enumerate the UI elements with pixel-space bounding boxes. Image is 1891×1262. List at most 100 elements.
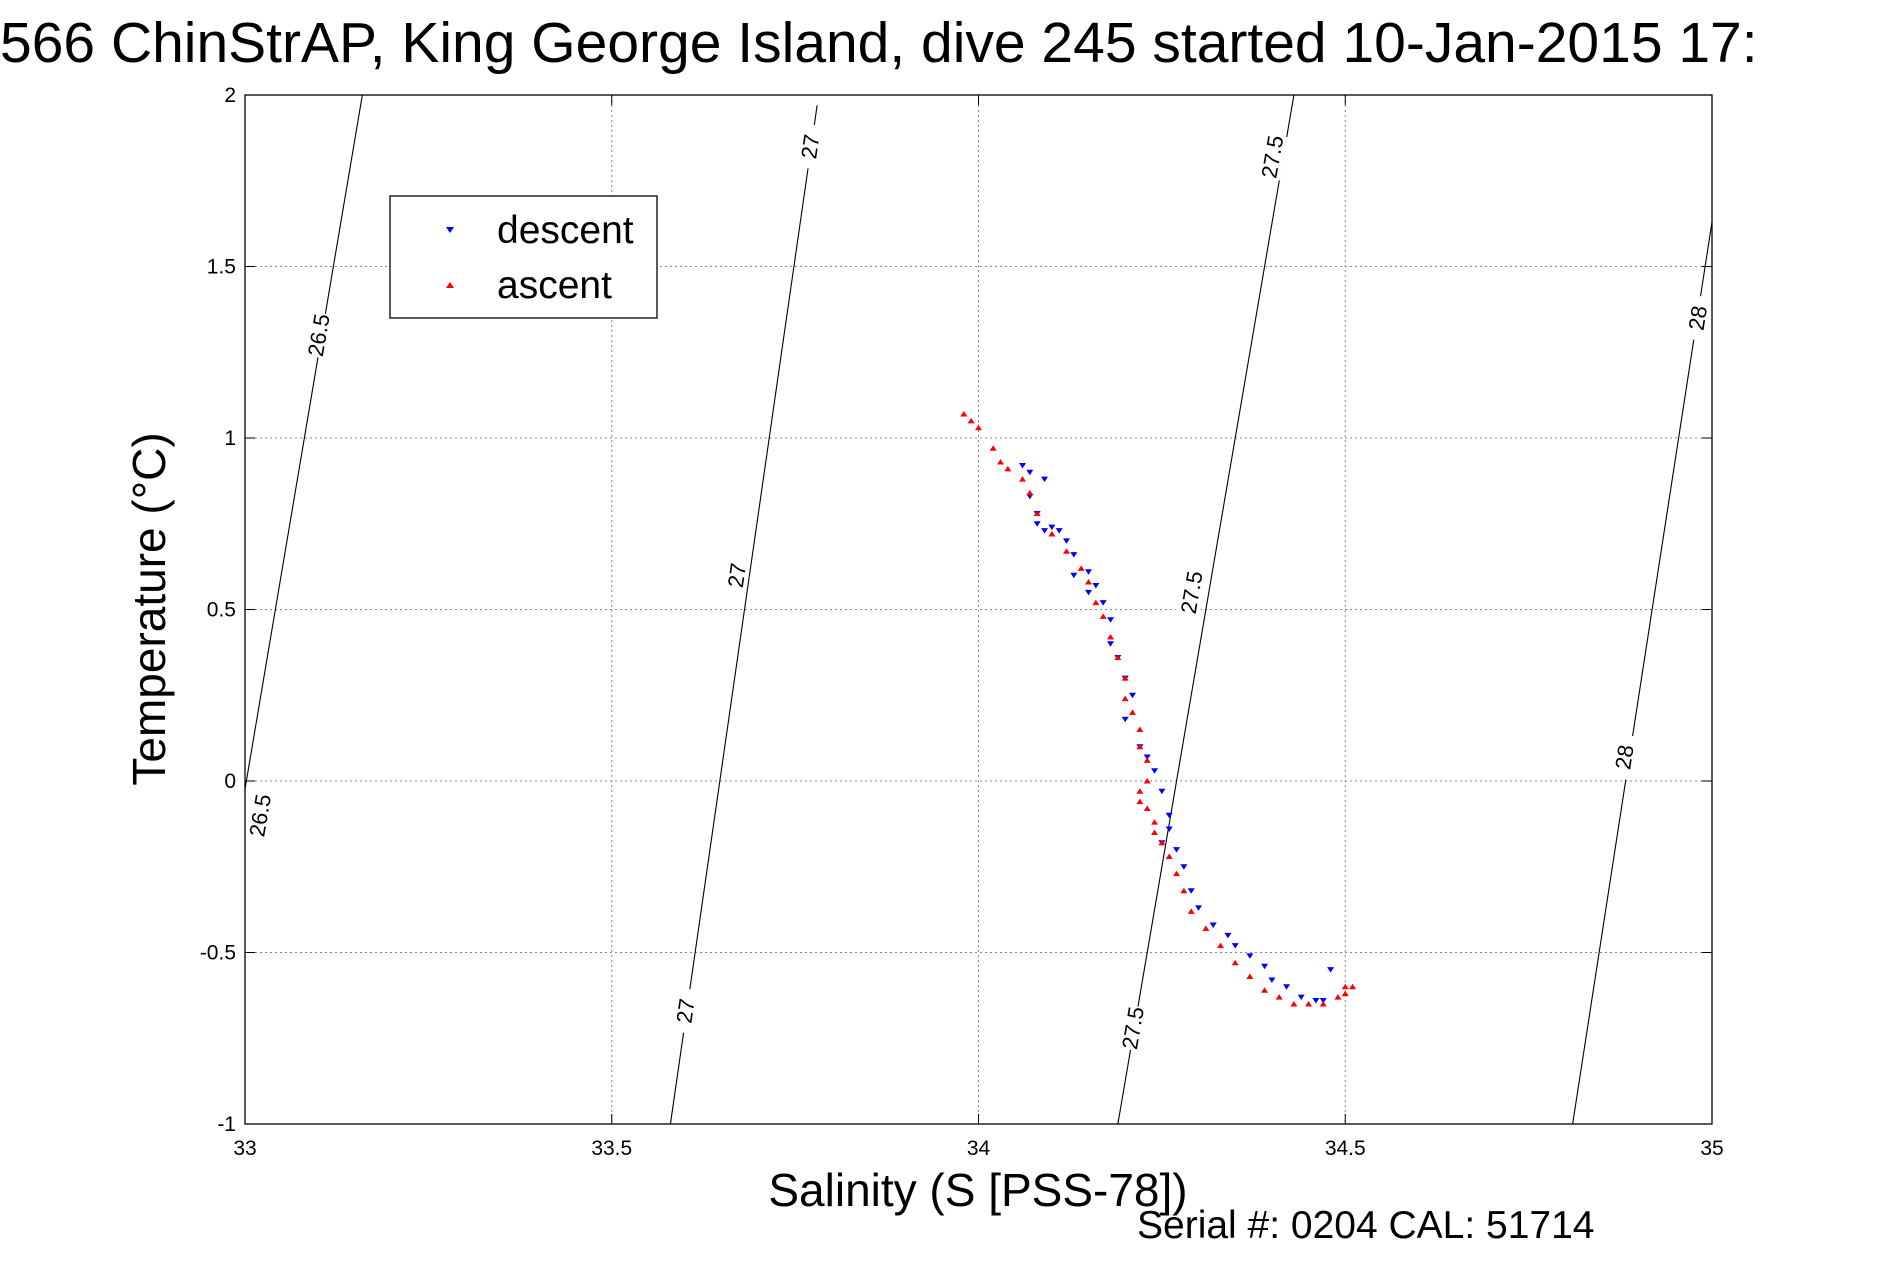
ascent-point [1033, 510, 1041, 516]
data-series [960, 410, 1357, 1007]
contour-label-gap [1608, 733, 1640, 781]
descent-point [1085, 589, 1093, 596]
x-axis-label: Salinity (S [PSS-78]) [768, 1164, 1187, 1216]
ascent-point [989, 445, 997, 451]
descent-point [1085, 569, 1093, 575]
x-tick-label: 34.5 [1325, 1137, 1366, 1160]
ascent-point [1231, 959, 1239, 966]
ascent-point [997, 459, 1005, 465]
descent-point [1187, 888, 1195, 894]
density-contour-label: 28 [1610, 743, 1638, 771]
ascent-point [975, 424, 982, 431]
legend: descent ascent [389, 195, 658, 319]
ascent-point [1158, 839, 1166, 846]
y-tick-label: 0.5 [207, 599, 236, 622]
descent-point [1107, 641, 1115, 647]
descent-point [1143, 754, 1151, 760]
density-contour-label: 28 [1684, 304, 1712, 332]
contour-label-gap [1256, 133, 1288, 181]
descent-point [1063, 538, 1071, 544]
descent-point [1224, 932, 1232, 939]
descent-point [1195, 905, 1203, 911]
ascent-point [1121, 695, 1129, 702]
ascent-point [1004, 465, 1012, 472]
ascent-point [1063, 548, 1071, 554]
descent-point [1319, 998, 1327, 1004]
ascent-point [1107, 633, 1115, 640]
descent-point [1327, 967, 1335, 973]
x-tick-label: 34 [967, 1137, 991, 1160]
legend-descent-marker [446, 227, 454, 233]
ascent-point [1187, 908, 1195, 914]
y-tick-label: -0.5 [200, 942, 236, 965]
legend-ascent-marker [446, 282, 454, 288]
ascent-point [1341, 990, 1349, 997]
descent-point [1246, 953, 1254, 959]
axis-ticks: 33 33.5 34 34.5 35 -1 -0.5 0 0.5 1 1.5 2 [200, 84, 1724, 1160]
ascent-point [1290, 1000, 1298, 1007]
descent-point [1041, 476, 1049, 483]
ascent-point [1341, 983, 1349, 990]
ascent-point [1099, 613, 1107, 619]
descent-point [1055, 528, 1063, 534]
ascent-point [1173, 870, 1181, 877]
descent-point [1173, 847, 1181, 853]
ascent-point [1136, 798, 1144, 805]
descent-point [1070, 552, 1078, 558]
ascent-point [1261, 987, 1269, 993]
density-contour-label: 27 [671, 997, 699, 1025]
serial-cal-footer: Serial #: 0204 CAL: 51714 [1137, 1204, 1595, 1247]
ascent-point [1143, 805, 1151, 811]
descent-point [1121, 716, 1129, 723]
ascent-point [1349, 983, 1357, 990]
descent-point [1165, 812, 1173, 819]
ascent-point [1129, 709, 1137, 715]
ascent-point [1319, 1000, 1327, 1007]
density-contour-line [1572, 221, 1712, 1124]
descent-point [1231, 943, 1239, 949]
ascent-point [1136, 743, 1144, 750]
density-contour-label: 27 [723, 561, 751, 589]
ascent-point [1092, 599, 1100, 606]
density-contour-line [245, 95, 363, 793]
descent-point [1165, 826, 1173, 833]
chart-title: 566 ChinStrAP, King George Island, dive … [0, 11, 1758, 75]
y-tick-label: 2 [224, 84, 236, 107]
x-tick-label: 33.5 [591, 1137, 632, 1160]
ascent-point [1165, 853, 1173, 859]
density-contour-line [1117, 95, 1295, 1124]
ascent-point [1143, 757, 1151, 763]
descent-point [1129, 692, 1137, 699]
y-tick-label: 0 [224, 770, 236, 793]
ascent-point [960, 410, 968, 417]
ascent-point [1121, 675, 1129, 681]
ascent-point [1217, 942, 1225, 949]
descent-point [1026, 469, 1034, 476]
contour-label-gap [1682, 294, 1712, 342]
contour-label-gap [1175, 568, 1207, 617]
density-contour-label: 27 [796, 133, 824, 161]
descent-point [1019, 462, 1027, 469]
contour-label-gap [721, 551, 752, 599]
ascent-point [1143, 778, 1151, 784]
contour-label-gap [1116, 1004, 1149, 1052]
ascent-point [1202, 925, 1210, 931]
descent-point [1158, 788, 1166, 795]
ascent-point [1305, 1000, 1313, 1007]
legend-ascent-label: ascent [497, 264, 612, 307]
x-tick-label: 33 [233, 1137, 256, 1160]
ascent-point [1136, 726, 1144, 733]
ascent-point [1275, 994, 1283, 1000]
series-ascent [960, 410, 1357, 1007]
ascent-point [1246, 973, 1254, 980]
ascent-point [1151, 819, 1159, 825]
y-tick-label: 1 [224, 427, 236, 450]
ascent-point [1334, 994, 1342, 1000]
descent-point [1099, 600, 1107, 606]
y-axis-label: Temperature (°C) [123, 432, 175, 785]
ascent-point [967, 417, 975, 424]
descent-point [1070, 572, 1078, 579]
ascent-point [1180, 887, 1188, 894]
